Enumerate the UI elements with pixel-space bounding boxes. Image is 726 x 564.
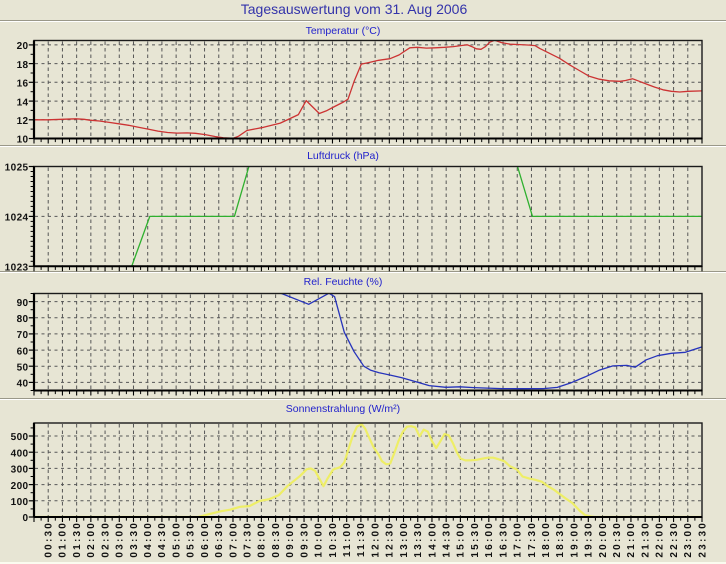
- svg-text:23:30: 23:30: [697, 521, 708, 558]
- svg-text:14:30: 14:30: [441, 521, 452, 558]
- svg-text:13:00: 13:00: [399, 521, 410, 558]
- svg-text:0: 0: [23, 513, 29, 524]
- svg-text:50: 50: [17, 362, 29, 373]
- svg-text:02:30: 02:30: [100, 521, 111, 558]
- svg-text:70: 70: [17, 330, 29, 341]
- svg-text:08:00: 08:00: [257, 521, 268, 558]
- svg-text:16: 16: [17, 79, 29, 90]
- svg-text:09:00: 09:00: [285, 521, 296, 558]
- svg-text:90: 90: [17, 298, 29, 309]
- svg-text:15:00: 15:00: [456, 521, 467, 558]
- svg-text:21:30: 21:30: [640, 521, 651, 558]
- svg-text:500: 500: [11, 432, 29, 443]
- svg-text:12:30: 12:30: [385, 521, 396, 558]
- svg-text:20: 20: [17, 41, 29, 52]
- svg-text:11:30: 11:30: [356, 521, 367, 557]
- svg-text:40: 40: [17, 379, 29, 390]
- svg-text:00:30: 00:30: [44, 521, 55, 558]
- svg-text:05:30: 05:30: [186, 521, 197, 558]
- svg-text:02:00: 02:00: [86, 521, 97, 558]
- svg-text:04:00: 04:00: [143, 521, 154, 558]
- svg-text:08:30: 08:30: [271, 521, 282, 558]
- svg-text:12: 12: [17, 116, 29, 127]
- svg-text:18: 18: [17, 60, 29, 71]
- svg-text:03:30: 03:30: [129, 521, 140, 558]
- svg-text:15:30: 15:30: [470, 521, 481, 558]
- svg-text:07:30: 07:30: [242, 521, 253, 558]
- svg-text:06:00: 06:00: [200, 521, 211, 558]
- svg-text:14:00: 14:00: [427, 521, 438, 558]
- svg-text:10:30: 10:30: [328, 521, 339, 558]
- svg-text:18:00: 18:00: [541, 521, 552, 558]
- svg-text:16:30: 16:30: [498, 521, 509, 558]
- svg-text:20:30: 20:30: [612, 521, 623, 558]
- svg-text:14: 14: [17, 97, 29, 108]
- svg-text:20:00: 20:00: [598, 521, 609, 558]
- svg-text:06:30: 06:30: [214, 521, 225, 558]
- svg-text:60: 60: [17, 346, 29, 357]
- svg-text:19:00: 19:00: [569, 521, 580, 558]
- svg-text:01:30: 01:30: [72, 521, 83, 558]
- svg-text:07:00: 07:00: [228, 521, 239, 558]
- svg-text:03:00: 03:00: [115, 521, 126, 558]
- svg-text:1025: 1025: [5, 163, 29, 174]
- svg-text:17:30: 17:30: [527, 521, 538, 558]
- svg-text:05:00: 05:00: [171, 521, 182, 558]
- svg-text:19:30: 19:30: [584, 521, 595, 558]
- svg-text:11:00: 11:00: [342, 521, 353, 557]
- svg-text:10: 10: [17, 135, 29, 146]
- svg-text:1023: 1023: [5, 263, 29, 274]
- svg-text:300: 300: [11, 465, 29, 476]
- svg-text:01:00: 01:00: [58, 521, 69, 558]
- svg-text:22:30: 22:30: [669, 521, 680, 558]
- svg-text:1024: 1024: [5, 213, 29, 224]
- svg-text:04:30: 04:30: [157, 521, 168, 558]
- svg-text:10:00: 10:00: [314, 521, 325, 558]
- svg-text:100: 100: [11, 497, 29, 508]
- svg-text:09:30: 09:30: [299, 521, 310, 558]
- svg-text:18:30: 18:30: [555, 521, 566, 558]
- svg-text:22:00: 22:00: [655, 521, 666, 558]
- svg-text:12:00: 12:00: [370, 521, 381, 558]
- svg-text:80: 80: [17, 314, 29, 325]
- svg-text:17:00: 17:00: [513, 521, 524, 558]
- svg-text:16:00: 16:00: [484, 521, 495, 558]
- svg-text:13:30: 13:30: [413, 521, 424, 558]
- svg-text:23:00: 23:00: [683, 521, 694, 558]
- svg-text:200: 200: [11, 481, 29, 492]
- svg-text:400: 400: [11, 448, 29, 459]
- svg-text:21:00: 21:00: [626, 521, 637, 558]
